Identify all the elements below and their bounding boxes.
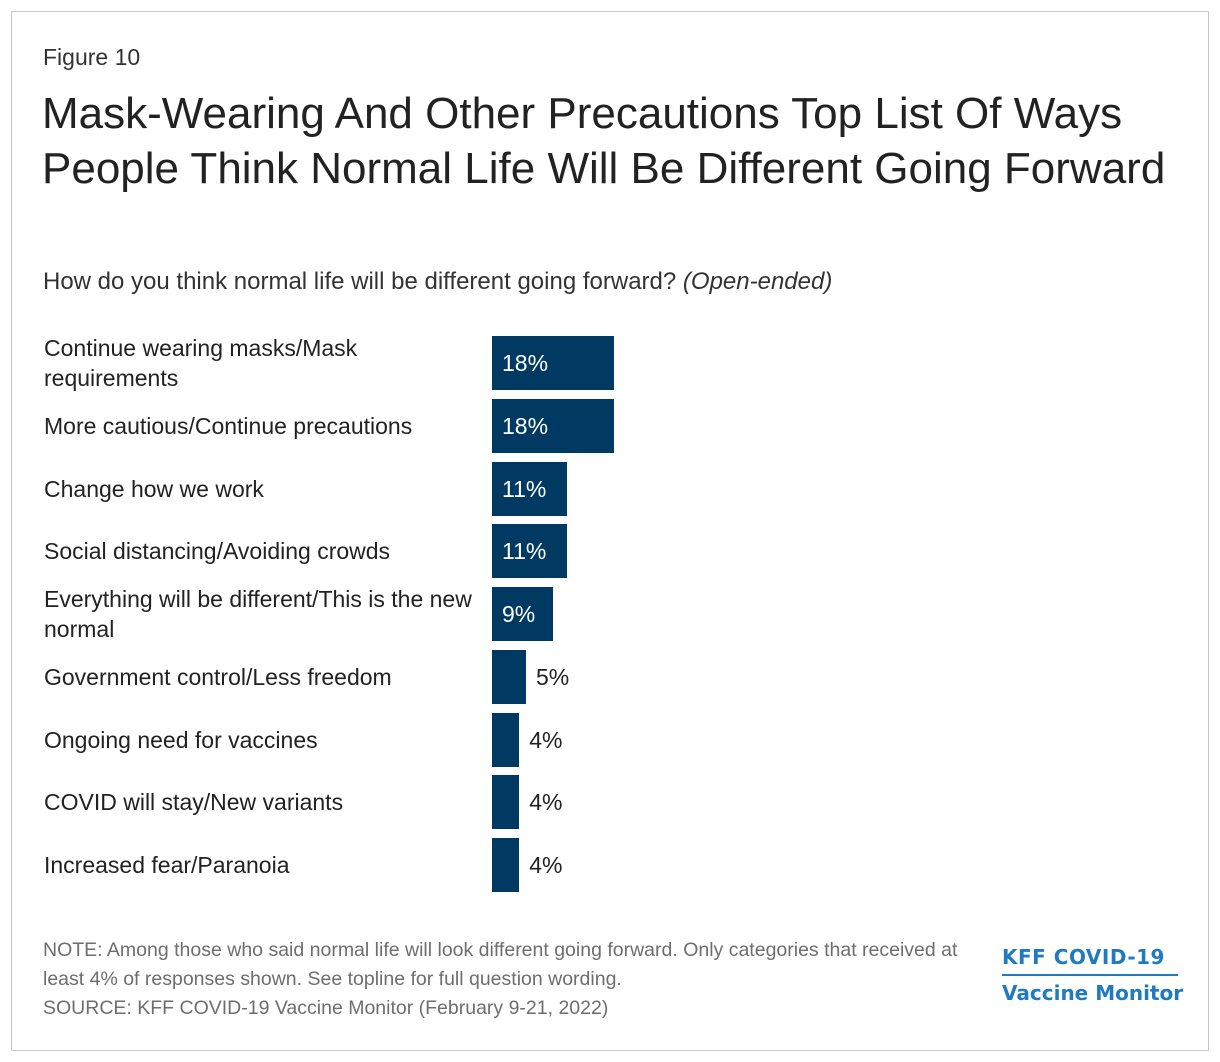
category-label: Ongoing need for vaccines [44, 726, 318, 753]
bar [492, 775, 520, 830]
chart-title: Mask-Wearing And Other Precautions Top L… [42, 89, 1166, 193]
footnote: NOTE: Among those who said normal life w… [43, 936, 983, 1023]
bar [492, 336, 615, 390]
category-label: Change how we work [44, 475, 264, 502]
bar [492, 649, 526, 704]
bar-value-label: 18% [502, 350, 549, 376]
subtitle-note: (Open-ended) [682, 268, 833, 295]
figure-frame [11, 11, 1209, 1051]
footnote-note: NOTE: Among those who said normal life w… [43, 939, 958, 990]
bar [492, 398, 615, 453]
subtitle-question: How do you think normal life will be dif… [43, 268, 677, 295]
category-label: Everything will be different/This is the… [44, 586, 472, 642]
category-label: More cautious/Continue precautions [44, 412, 413, 439]
logo-line-2: Vaccine Monitor [1002, 981, 1184, 1005]
category-label: Government control/Less freedom [44, 663, 392, 690]
bar [492, 838, 520, 892]
kff-logo: KFF COVID-19 Vaccine Monitor [1002, 944, 1184, 1006]
bar-value-label: 4% [529, 852, 563, 878]
category-label: Continue wearing masks/Mask requirements [44, 335, 358, 391]
bar-value-label: 4% [529, 726, 563, 753]
bar-value-label: 5% [536, 663, 570, 690]
bar-value-label: 18% [502, 412, 549, 439]
logo-line-1: KFF COVID-19 [1002, 944, 1178, 976]
bar-value-label: 9% [502, 601, 536, 627]
bar-value-label: 11% [502, 475, 547, 502]
figure-label: Figure 10 [43, 44, 141, 70]
footnote-source: SOURCE: KFF COVID-19 Vaccine Monitor (Fe… [43, 997, 609, 1019]
bar [492, 524, 567, 579]
chart-subtitle: How do you think normal life will be dif… [43, 268, 832, 296]
bar [492, 587, 554, 641]
category-label: COVID will stay/New variants [44, 789, 344, 816]
bar [492, 712, 520, 767]
bar [492, 461, 567, 516]
bar-value-label: 11% [502, 538, 547, 565]
bar-value-label: 4% [529, 789, 563, 816]
category-label: Increased fear/Paranoia [44, 852, 290, 878]
category-label: Social distancing/Avoiding crowds [44, 538, 391, 565]
